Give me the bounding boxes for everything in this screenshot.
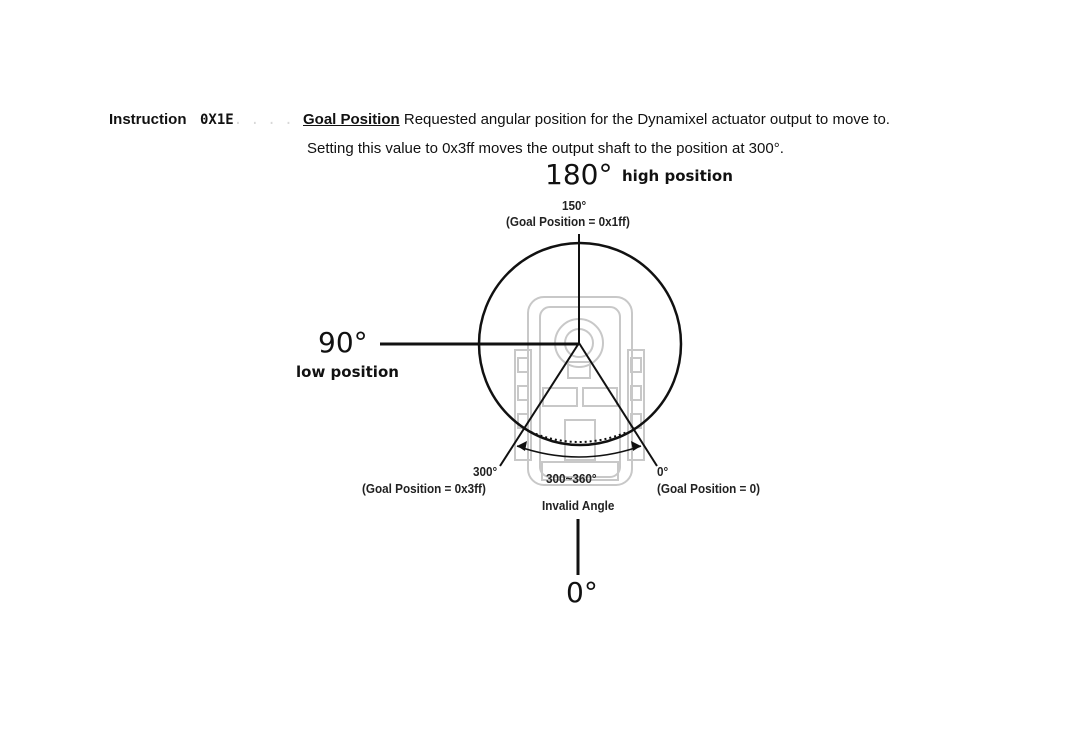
servo-case-bottom (541, 461, 619, 481)
instruction-code-value: 0X1E (200, 112, 234, 128)
instruction-code-faded: . . . . (233, 112, 293, 128)
label-0-goal-position: (Goal Position = 0) (657, 481, 761, 496)
annotation-90-degree: 90° (318, 326, 368, 359)
servo-right-hole-2 (630, 385, 642, 401)
invalid-range-arrow-right-icon (631, 441, 641, 451)
invalid-angle-label: Invalid Angle (542, 498, 615, 513)
instruction-label: Instruction (109, 111, 187, 128)
label-0-degree: 0° (657, 464, 669, 479)
invalid-range-solid-arc (516, 445, 642, 458)
annotation-180-degree: 180° (545, 158, 613, 191)
servo-horn-base (567, 361, 591, 379)
label-300-goal-position: (Goal Position = 0x3ff) (362, 481, 486, 496)
instruction-code: 0X1E. . . . (200, 112, 293, 128)
servo-left-bracket (514, 349, 532, 461)
servo-case-center (564, 419, 596, 461)
annotation-0-degree: 0° (566, 576, 598, 609)
annotation-low-position: low position (296, 363, 399, 381)
goal-position-term: Goal Position (303, 111, 400, 128)
servo-connector-left (542, 387, 578, 407)
label-300-degree: 300° (473, 464, 498, 479)
servo-right-bracket (627, 349, 645, 461)
servo-right-hole-1 (630, 357, 642, 373)
line-300-degree (499, 342, 580, 467)
servo-connector-right (582, 387, 618, 407)
invalid-angle-range: 300~360° (546, 471, 597, 486)
servo-left-hole-1 (517, 357, 529, 373)
invalid-range-arrow-left-icon (517, 441, 527, 451)
goal-position-description-text: Requested angular position for the Dynam… (399, 111, 890, 128)
line-0-degree (578, 342, 658, 467)
servo-left-hole-2 (517, 385, 529, 401)
label-150-goal-position: (Goal Position = 0x1ff) (506, 214, 630, 229)
annotation-high-position: high position (622, 167, 733, 185)
goal-position-description: Goal Position Requested angular position… (303, 111, 890, 128)
invalid-range-dotted-arc (530, 431, 628, 443)
goal-position-note: Setting this value to 0x3ff moves the ou… (307, 140, 784, 157)
label-150-degree: 150° (562, 198, 587, 213)
